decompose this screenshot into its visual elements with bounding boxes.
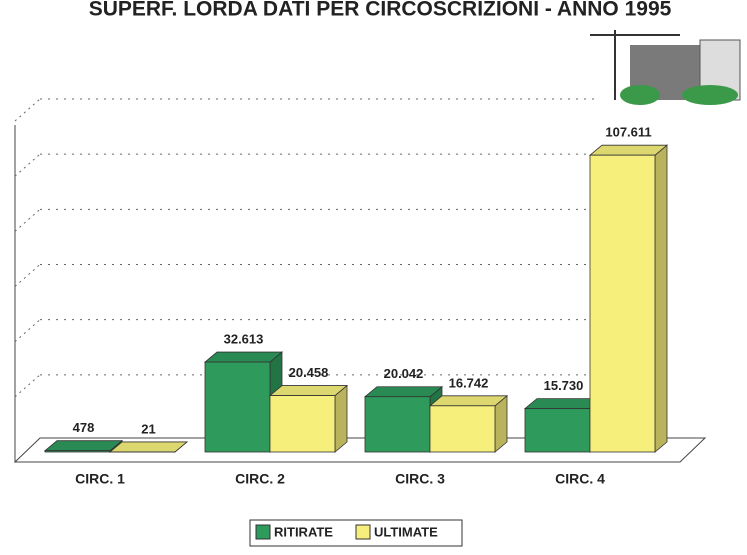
value-label: 15.730: [544, 378, 584, 393]
bar-side: [334, 384, 348, 453]
bar-top: [428, 395, 509, 407]
x-tick-label: CIRC. 2: [235, 471, 285, 487]
value-label: 20.458: [289, 365, 329, 380]
legend-swatch: [355, 524, 371, 540]
grid-diag: [14, 319, 41, 343]
bar: [429, 405, 496, 453]
bar-top: [268, 385, 349, 396]
x-tick-label: CIRC. 4: [555, 471, 605, 487]
bar-top: [108, 441, 189, 453]
value-label: 478: [73, 420, 95, 435]
bar-top: [363, 386, 444, 398]
bar: [589, 154, 656, 453]
bar: [364, 396, 431, 453]
bar-top: [588, 144, 669, 156]
bar: [269, 395, 336, 453]
legend-label: ULTIMATE: [374, 524, 438, 539]
x-tick-label: CIRC. 1: [75, 471, 125, 487]
bar-top: [203, 351, 284, 363]
grid-diag: [14, 208, 41, 232]
chart-title: SUPERF. LORDA DATI PER CIRCOSCRIZIONI - …: [89, 0, 672, 21]
value-label: 21: [141, 421, 155, 436]
grid-diag: [14, 153, 41, 177]
bar-top: [43, 440, 124, 452]
bar: [524, 408, 591, 453]
x-tick-label: CIRC. 3: [395, 471, 445, 487]
value-label: 107.611: [605, 125, 651, 140]
grid-diag: [14, 264, 41, 287]
bar: [44, 450, 111, 453]
bar-side: [654, 144, 668, 453]
crane-icon: [590, 30, 741, 105]
legend-label: RITIRATE: [274, 524, 333, 539]
value-label: 32.613: [224, 331, 264, 346]
grid-diag: [14, 98, 41, 122]
grid-diag: [14, 374, 41, 398]
value-label: 16.742: [449, 375, 489, 390]
value-label: 20.042: [384, 366, 424, 381]
bar: [204, 361, 271, 453]
legend-swatch: [255, 524, 271, 540]
